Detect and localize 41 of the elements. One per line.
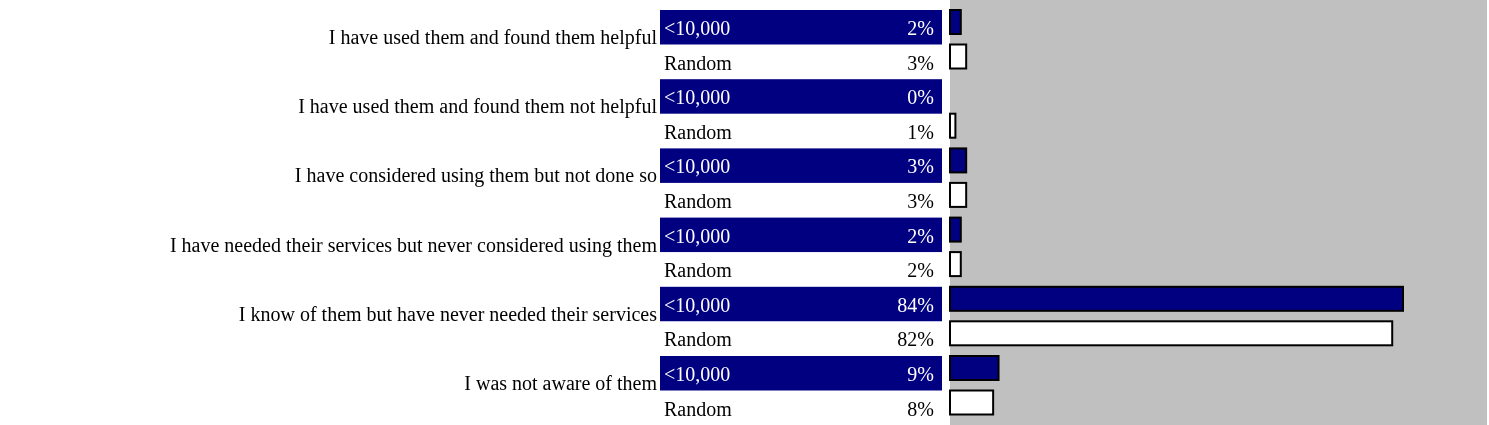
- text: <10,000: [664, 293, 731, 316]
- text: Random: [664, 397, 732, 420]
- data-label: 9%: [907, 363, 934, 385]
- y-tick-label: I have needed their services but never considered using them: [169, 233, 658, 257]
- bar: [949, 112, 957, 139]
- y-tick-label: I know of them but have never needed their services: [238, 302, 658, 325]
- y-tick-label: I was not aware of them: [464, 372, 658, 394]
- bar: [949, 251, 962, 278]
- data-label: 3%: [907, 189, 934, 212]
- y-tick-label: I have used them and found them helpful: [328, 26, 658, 49]
- bar: [949, 9, 962, 35]
- data-label: 84%: [897, 293, 934, 316]
- y-tick-label: I have used them and found them not helpful: [298, 95, 658, 119]
- text: Random: [664, 259, 732, 282]
- data-label: 3%: [907, 155, 934, 178]
- text: <10,000: [664, 224, 731, 247]
- data-label: 8%: [907, 397, 934, 420]
- bar: [949, 355, 1000, 381]
- data-label: 2%: [907, 224, 934, 247]
- bar: [949, 320, 1394, 347]
- text: <10,000: [664, 86, 731, 109]
- text: Random: [664, 120, 732, 143]
- data-label: 82%: [897, 328, 934, 351]
- text: <10,000: [664, 155, 731, 178]
- text: Random: [664, 189, 732, 212]
- data-label: 2%: [907, 259, 934, 282]
- y-tick-label: I have considered using them but not done so: [294, 164, 657, 188]
- bar: [949, 147, 968, 174]
- text: Random: [664, 328, 732, 351]
- bar: [949, 389, 995, 416]
- data-label: 3%: [907, 51, 934, 74]
- bar: [949, 285, 1404, 312]
- bar: [949, 43, 968, 70]
- bar: [949, 216, 962, 243]
- data-label: 0%: [907, 86, 934, 109]
- text: Random: [664, 51, 733, 74]
- bar: [949, 181, 968, 208]
- text: <10,000: [664, 363, 731, 385]
- data-label: 2%: [907, 17, 934, 39]
- text: <10,000: [664, 17, 731, 39]
- data-label: 1%: [907, 120, 934, 143]
